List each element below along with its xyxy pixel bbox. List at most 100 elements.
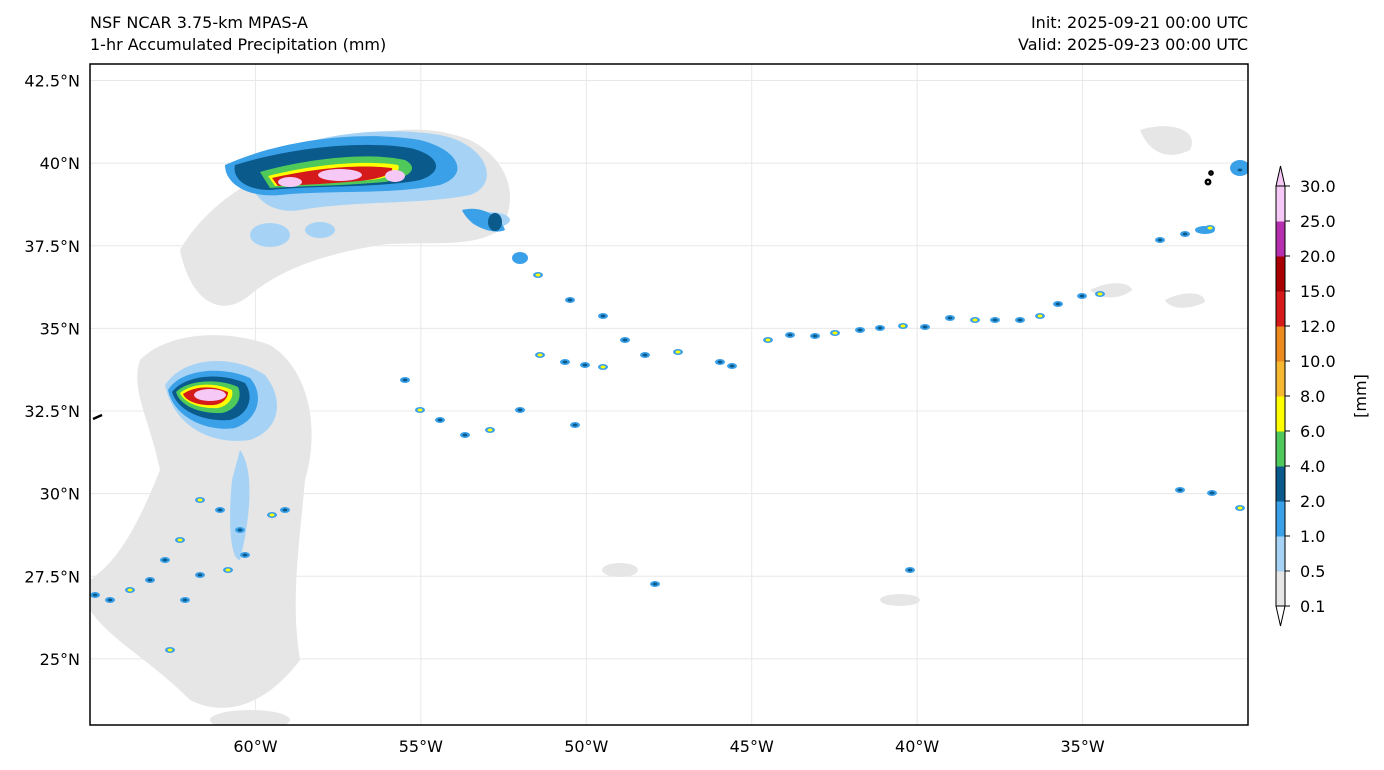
colorbar-swatch (1276, 501, 1285, 537)
colorbar-level-label: 10.0 (1300, 352, 1336, 371)
lon-tick-label: 50°W (564, 737, 608, 756)
precip-cell (715, 359, 725, 365)
precip-cell (898, 323, 908, 329)
colorbar-swatch (1276, 291, 1285, 327)
precip-cell (1015, 317, 1025, 323)
colorbar-swatch (1276, 536, 1285, 572)
precip-pink (194, 169, 405, 401)
lat-tick-label: 27.5°N (24, 567, 80, 586)
precip-cell (620, 337, 630, 343)
lon-tick-label: 40°W (895, 737, 939, 756)
precip-cell (727, 363, 737, 369)
lat-tick-label: 25°N (40, 650, 80, 669)
precip-cell (673, 349, 683, 355)
precip-cell (1180, 231, 1190, 237)
lat-tick-label: 37.5°N (24, 237, 80, 256)
precip-cell (945, 315, 955, 321)
precip-cell (1077, 293, 1087, 299)
precip-cell (215, 507, 225, 513)
precip-cell (267, 512, 277, 518)
precip-cell (485, 427, 495, 433)
colorbar-swatch (1276, 431, 1285, 467)
precip-cell (240, 552, 250, 558)
lon-tick-label: 45°W (730, 737, 774, 756)
precip-cell (175, 537, 185, 543)
title-block: NSF NCAR 3.75-km MPAS-A 1-hr Accumulated… (90, 12, 386, 56)
lon-tick-label: 35°W (1060, 737, 1104, 756)
precip-cell (598, 364, 608, 370)
valid-time: Valid: 2025-09-23 00:00 UTC (1017, 35, 1248, 54)
precip-cell (165, 647, 175, 653)
colorbar-swatch (1276, 571, 1285, 607)
latitude-tick-labels: 42.5°N 40°N 37.5°N 35°N 32.5°N 30°N 27.5°N 25°N (24, 72, 80, 669)
lat-tick-label: 30°N (40, 485, 80, 504)
colorbar-unit-label: [mm] (1351, 374, 1370, 418)
colorbar-level-label: 30.0 (1300, 177, 1336, 196)
colorbar-swatch (1276, 256, 1285, 292)
longitude-tick-labels: 60°W 55°W 50°W 45°W 40°W 35°W (233, 737, 1105, 756)
colorbar-swatch (1276, 221, 1285, 257)
precip-cell (223, 567, 233, 573)
lon-tick-label: 55°W (399, 737, 443, 756)
precip-cell (990, 317, 1000, 323)
lat-tick-label: 32.5°N (24, 402, 80, 421)
colorbar-level-label: 0.5 (1300, 562, 1325, 581)
precip-cell (763, 337, 773, 343)
precip-cell (580, 362, 590, 368)
colorbar-swatch (1276, 186, 1285, 222)
precip-cell (1235, 505, 1245, 511)
colorbar-level-label: 8.0 (1300, 387, 1325, 406)
colorbar-level-label: 15.0 (1300, 282, 1336, 301)
scattered-cells (90, 167, 1245, 653)
colorbar-level-label: 1.0 (1300, 527, 1325, 546)
precip-cell (650, 581, 660, 587)
precip-cell (570, 422, 580, 428)
init-time: Init: 2025-09-21 00:00 UTC (1030, 13, 1248, 32)
precip-cell (195, 497, 205, 503)
colorbar-extend-min (1275, 605, 1286, 627)
colorbar-level-label: 4.0 (1300, 457, 1325, 476)
precip-cell (235, 527, 245, 533)
precip-cell (145, 577, 155, 583)
precip-cell (415, 407, 425, 413)
precip-cell (640, 352, 650, 358)
precip-cell (535, 352, 545, 358)
precip-cell (830, 330, 840, 336)
precip-cell (180, 597, 190, 603)
coastlines (92, 170, 1214, 421)
lat-tick-label: 42.5°N (24, 72, 80, 91)
colorbar-swatch (1276, 396, 1285, 432)
precip-cell (1155, 237, 1165, 243)
precip-cell (1095, 291, 1105, 297)
precip-cell (460, 432, 470, 438)
colorbar-extend-max (1275, 165, 1286, 187)
precip-cell (160, 557, 170, 563)
time-block: Init: 2025-09-21 00:00 UTC Valid: 2025-0… (1018, 12, 1248, 56)
precip-field (90, 126, 1248, 725)
precip-cell (565, 297, 575, 303)
field-title: 1-hr Accumulated Precipitation (mm) (90, 35, 387, 54)
precip-cell (1205, 225, 1215, 231)
precip-cell (560, 359, 570, 365)
precip-cell (810, 333, 820, 339)
precip-cell (90, 592, 100, 598)
precip-cell (875, 325, 885, 331)
precip-cell (280, 507, 290, 513)
precip-cell (105, 597, 115, 603)
colorbar-swatch (1276, 361, 1285, 397)
colorbar-level-label: 0.1 (1300, 597, 1325, 616)
colorbar-level-label: 12.0 (1300, 317, 1336, 336)
lat-tick-label: 40°N (40, 154, 80, 173)
precip-cell (125, 587, 135, 593)
precip-cell (195, 572, 205, 578)
lon-tick-label: 60°W (233, 737, 277, 756)
colorbar-level-label: 20.0 (1300, 247, 1336, 266)
precip-cell (785, 332, 795, 338)
precip-cell (533, 272, 543, 278)
precip-cell (920, 324, 930, 330)
precip-cell (855, 327, 865, 333)
precip-cell (1207, 490, 1217, 496)
map-frame (89, 63, 1249, 726)
precip-cell (1235, 167, 1245, 173)
